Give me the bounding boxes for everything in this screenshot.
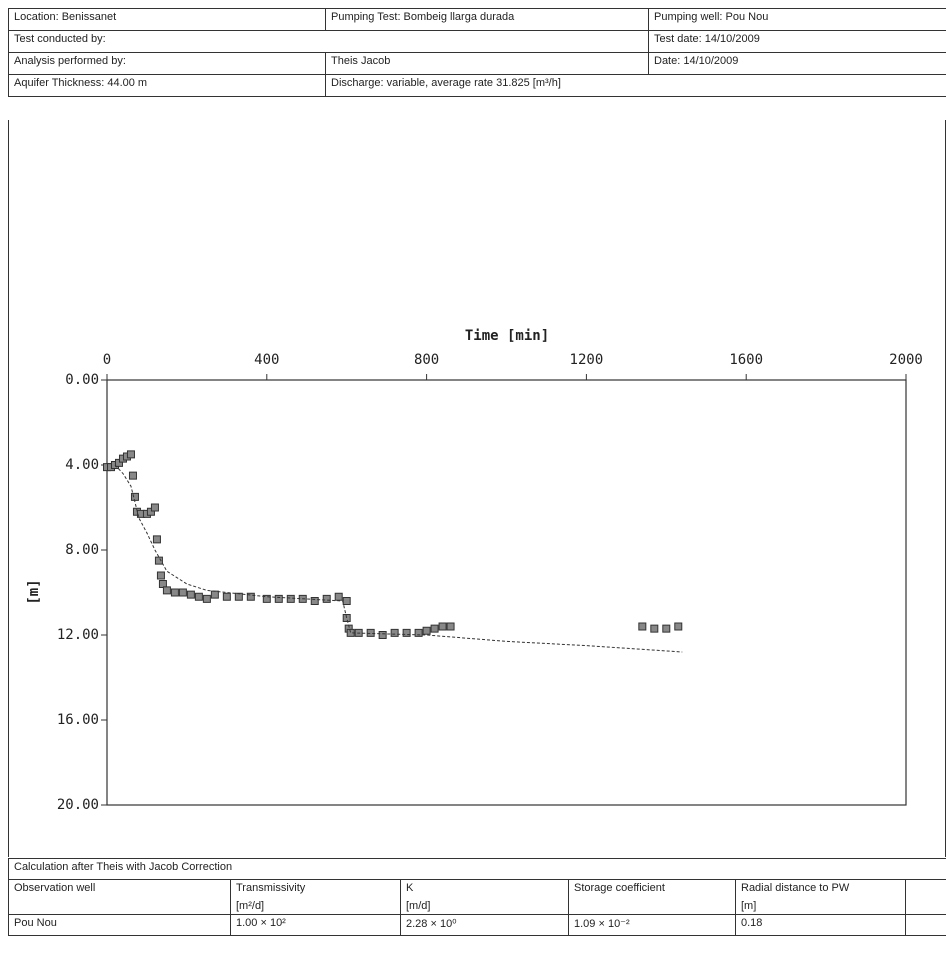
- cell: 1.09 × 10⁻²: [568, 914, 736, 936]
- header-row: Aquifer Thickness: 44.00 m Discharge: va…: [8, 74, 946, 97]
- fit-line: [114, 464, 683, 653]
- data-point: [262, 594, 271, 603]
- cell: Transmissivity [m²/d]: [230, 879, 401, 915]
- data-point: [286, 594, 295, 603]
- data-point: [150, 503, 159, 512]
- cell: Location: Benissanet: [8, 8, 326, 31]
- data-point: [402, 628, 411, 637]
- cell-text: Radial distance to PW: [741, 882, 850, 894]
- cell: Test conducted by:: [8, 30, 649, 53]
- results-table: Calculation after Theis with Jacob Corre…: [7, 858, 946, 936]
- cell: K [m/d]: [400, 879, 569, 915]
- header-row: Location: Benissanet Pumping Test: Bombe…: [8, 8, 946, 31]
- data-point: [342, 614, 351, 622]
- cell-text: K: [406, 882, 414, 894]
- cell-unit: [m²/d]: [236, 900, 265, 912]
- data-point: [334, 592, 343, 601]
- cell: Theis Jacob: [325, 52, 649, 75]
- y-tick-label: 12.00: [57, 627, 99, 643]
- data-point: [366, 628, 375, 637]
- cell: Observation well: [8, 879, 231, 915]
- cell: [904, 914, 946, 936]
- data-point: [126, 450, 135, 459]
- data-point: [430, 624, 439, 633]
- y-tick-label: 0.00: [65, 372, 99, 388]
- cell-unit: [m]: [741, 900, 757, 912]
- data-point: [662, 624, 671, 633]
- y-axis-title: [m]: [26, 579, 42, 604]
- data-point: [322, 594, 331, 603]
- data-point: [162, 586, 171, 595]
- y-tick-label: 8.00: [65, 542, 99, 558]
- data-point: [170, 588, 179, 597]
- data-point: [390, 628, 399, 637]
- x-axis-title: Time [min]: [465, 328, 549, 344]
- data-point: [414, 628, 423, 637]
- data-point: [128, 471, 137, 480]
- cell-text: Transmissivity: [236, 882, 306, 894]
- data-point: [178, 588, 187, 597]
- x-tick-label: 1200: [570, 352, 604, 368]
- header-row: Analysis performed by: Theis Jacob Date:…: [8, 52, 946, 75]
- data-point: [152, 535, 161, 544]
- cell-text: Observation well: [14, 882, 96, 894]
- x-tick-label: 1600: [729, 352, 763, 368]
- data-point: [650, 624, 659, 633]
- cell: Pou Nou: [8, 914, 231, 936]
- data-point: [234, 592, 243, 601]
- cell: 0.18: [735, 914, 906, 936]
- cell: Pumping Test: Bombeig llarga durada: [325, 8, 649, 31]
- cell: Discharge: variable, average rate 31.825…: [325, 74, 946, 97]
- cell: 2.28 × 10⁰: [400, 914, 569, 936]
- cell: Test date: 14/10/2009: [648, 30, 946, 53]
- x-tick-label: 800: [414, 352, 439, 368]
- data-point: [638, 622, 647, 631]
- cell: Analysis performed by:: [8, 52, 326, 75]
- results-header-row: Observation well Transmissivity [m²/d] K […: [8, 879, 946, 915]
- cell: 1.00 × 10²: [230, 914, 401, 936]
- data-point: [674, 622, 683, 631]
- data-point: [194, 592, 203, 601]
- results-title-row: Calculation after Theis with Jacob Corre…: [7, 858, 946, 880]
- header-table: Location: Benissanet Pumping Test: Bombe…: [8, 8, 946, 97]
- data-point: [156, 571, 165, 580]
- results-row: Pou Nou 1.00 × 10² 2.28 × 10⁰ 1.09 × 10⁻…: [8, 914, 946, 936]
- data-point: [310, 597, 319, 605]
- data-point: [202, 594, 211, 603]
- data-point: [438, 622, 447, 631]
- cell: Pumping well: Pou Nou: [648, 8, 946, 31]
- x-tick-label: 0: [103, 352, 111, 368]
- cell-unit: [m/d]: [406, 900, 431, 912]
- chart: Time [min] [m] 0 400 800 1200 1600 2000 0.00 4.…: [26, 328, 923, 813]
- data-point: [422, 626, 431, 635]
- y-tick-label: 20.00: [57, 797, 99, 813]
- x-tick-label: 2000: [889, 352, 923, 368]
- cell: Calculation after Theis with Jacob Corre…: [7, 858, 946, 880]
- cell: Storage coefficient: [568, 879, 736, 915]
- data-point: [446, 622, 455, 631]
- data-point: [274, 594, 283, 603]
- cell: Radial distance to PW [m]: [735, 879, 906, 915]
- cell: Aquifer Thickness: 44.00 m: [8, 74, 326, 97]
- cell: Date: 14/10/2009: [648, 52, 946, 75]
- cell-text: Storage coefficient: [574, 882, 665, 894]
- x-tick-label: 400: [254, 352, 279, 368]
- cell: [904, 879, 946, 915]
- plot-area: [106, 379, 907, 806]
- y-tick-label: 4.00: [65, 457, 99, 473]
- data-point: [246, 592, 255, 601]
- header-row: Test conducted by: Test date: 14/10/2009: [8, 30, 946, 53]
- data-point: [342, 597, 351, 605]
- y-tick-label: 16.00: [57, 712, 99, 728]
- data-point: [378, 631, 387, 639]
- data-point: [154, 556, 163, 565]
- data-point: [210, 590, 219, 599]
- data-point: [186, 590, 195, 599]
- data-point: [222, 592, 231, 601]
